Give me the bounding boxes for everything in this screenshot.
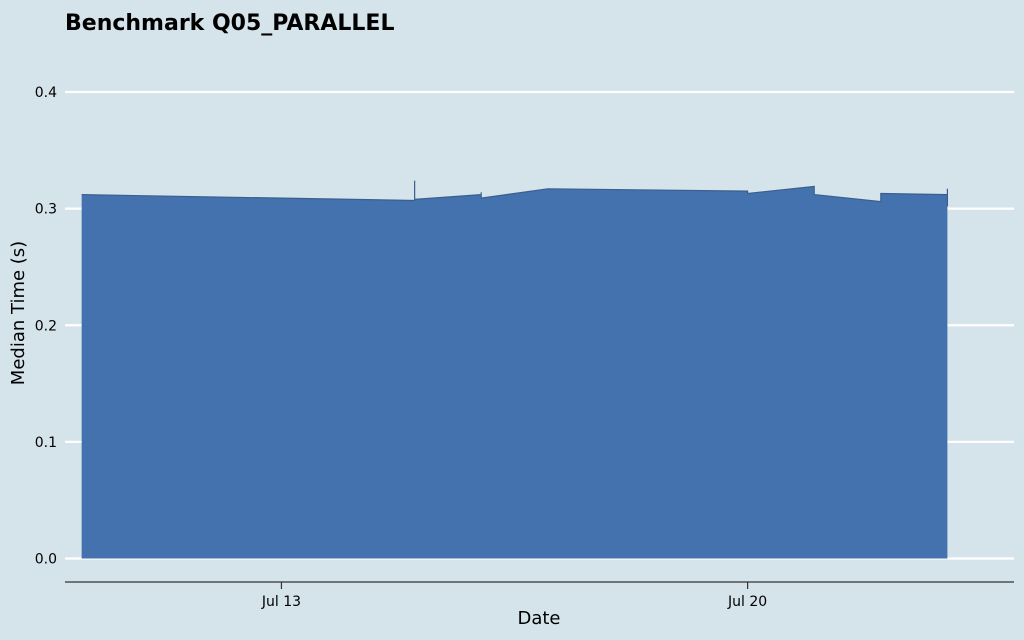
x-axis-label: Date — [517, 608, 560, 629]
y-tick-label: 0.2 — [35, 318, 57, 334]
y-tick-label: 0.0 — [35, 552, 57, 568]
x-axis: Jul 13 Jul 20 — [261, 582, 767, 610]
x-tick-label: Jul 13 — [261, 594, 301, 610]
plot-area — [81, 180, 949, 559]
x-tick-label: Jul 20 — [727, 594, 767, 610]
area-series-fill — [81, 180, 948, 559]
chart-title: Benchmark Q05_PARALLEL — [65, 11, 394, 36]
y-tick-label: 0.4 — [35, 85, 57, 101]
y-tick-label: 0.3 — [35, 202, 57, 218]
y-axis: 0.0 0.1 0.2 0.3 0.4 — [35, 85, 57, 568]
y-axis-label: Median Time (s) — [8, 241, 29, 385]
y-tick-label: 0.1 — [35, 435, 57, 451]
area-series-line — [81, 180, 949, 207]
